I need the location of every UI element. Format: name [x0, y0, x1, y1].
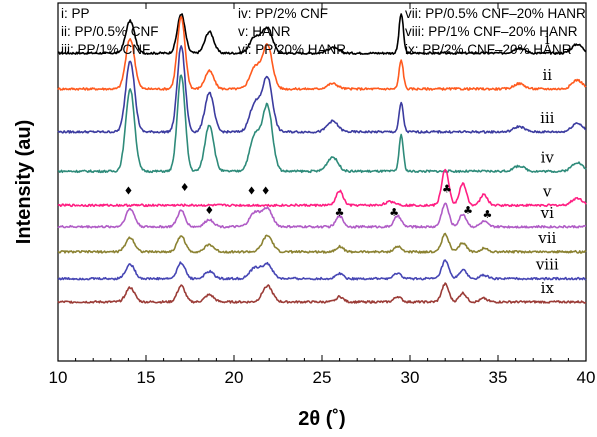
club-marker: ♣: [442, 183, 452, 196]
y-axis-title: Intensity (au): [13, 120, 35, 244]
diamond-marker: ♦: [261, 185, 271, 198]
series-trace-ii: [57, 15, 587, 91]
traces-group: [57, 13, 587, 304]
legend-entry: ii: PP/0.5% CNF: [61, 24, 159, 39]
legend-entry: viii: PP/1% CNF–20% HANR: [405, 24, 578, 39]
series-trace-ix: [57, 282, 587, 304]
legend-entry: i: PP: [61, 6, 90, 21]
legend-entry: v: HANR: [238, 24, 291, 39]
series-trace-v: [57, 168, 587, 208]
legend-entry: ix: PP/2% CNF–20% HANR: [405, 42, 572, 57]
diamond-marker: ♦: [123, 185, 133, 198]
club-marker: ♣: [389, 206, 399, 219]
diamond-marker: ♦: [204, 204, 214, 217]
series-label: iii: [540, 109, 555, 127]
peak-markers-group: ♦ ♦ ♦ ♦ ♦ ♣ ♣ ♣ ♣ ♣: [123, 181, 492, 221]
legend-entry: iii: PP/1% CNF: [61, 42, 150, 57]
series-trace-iii: [57, 45, 587, 134]
x-tick-label: 10: [49, 368, 68, 387]
series-label: v: [542, 182, 552, 200]
series-trace-iv: [57, 74, 587, 174]
legend-entry: vii: PP/0.5% CNF–20% HANR: [405, 6, 586, 21]
legend-entry: vi: PP/20% HANR: [238, 42, 346, 57]
series-label: vi: [540, 204, 554, 222]
x-axis-title: 2θ (˚): [298, 407, 345, 430]
x-tick-label: 15: [137, 368, 156, 387]
x-ticks-group: 10 15 20 25 30 35 40: [49, 3, 596, 387]
diamond-marker: ♦: [247, 185, 257, 198]
legend: i: PP ii: PP/0.5% CNF iii: PP/1% CNF iv: PP…: [61, 6, 586, 57]
diamond-marker: ♦: [180, 181, 190, 194]
club-marker: ♣: [483, 208, 493, 221]
series-trace-i: [57, 13, 587, 55]
x-tick-label: 20: [225, 368, 244, 387]
x-tick-label: 40: [577, 368, 596, 387]
x-tick-label: 25: [313, 368, 332, 387]
series-label: viii: [535, 256, 559, 274]
series-label: iv: [541, 148, 555, 166]
series-label: i: [545, 30, 550, 48]
series-trace-vii: [57, 232, 587, 254]
club-marker: ♣: [463, 204, 473, 217]
series-trace-viii: [57, 259, 587, 281]
x-tick-label: 30: [401, 368, 420, 387]
legend-entry: iv: PP/2% CNF: [238, 6, 328, 21]
series-trace-vi: [57, 202, 586, 229]
series-label: vii: [537, 229, 556, 247]
series-label: ix: [541, 279, 555, 297]
x-tick-label: 35: [489, 368, 508, 387]
series-label: ii: [542, 66, 552, 84]
club-marker: ♣: [335, 206, 345, 219]
